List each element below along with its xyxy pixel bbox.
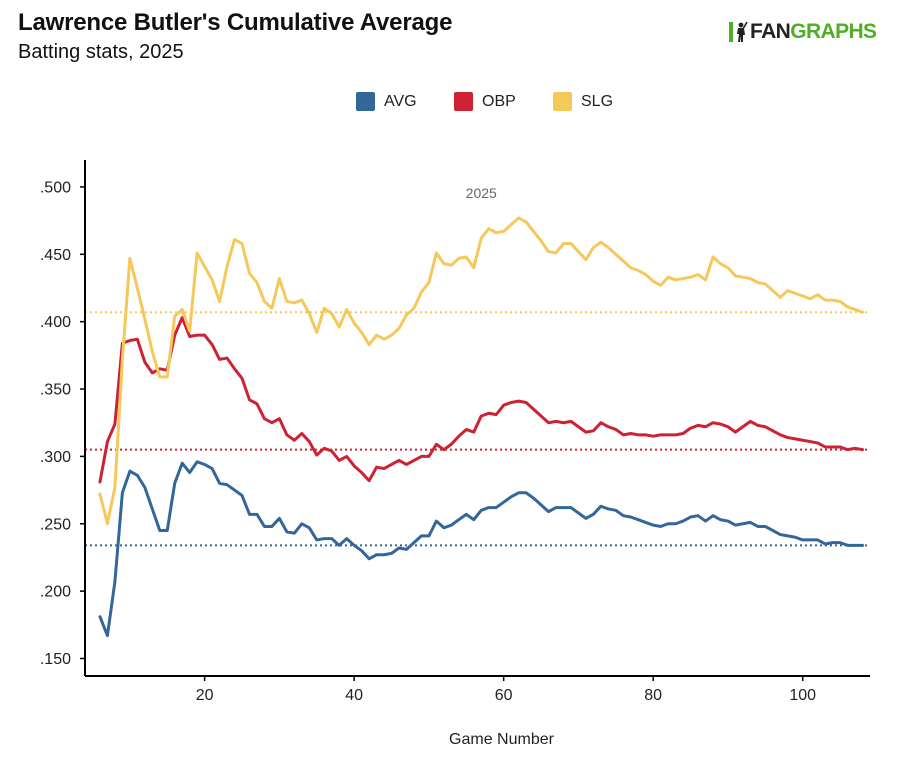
legend-item-obp[interactable]: OBP (454, 92, 516, 111)
y-tick-label: .150 (40, 651, 71, 668)
y-tick-label: .350 (40, 382, 71, 399)
logo-bar-icon (729, 22, 733, 42)
fangraphs-logo[interactable]: FAN GRAPHS (729, 19, 877, 45)
axes: .150 .200 .250 .300 .350 .400 .450 .500 20 40 60 80… (40, 160, 870, 704)
legend-swatch-slg (553, 92, 572, 111)
y-tick-label: .400 (40, 314, 71, 331)
logo-text-fan: FAN (750, 20, 791, 43)
y-tick-label: .200 (40, 584, 71, 601)
x-tick-label: 60 (495, 687, 513, 704)
series-line-slg[interactable] (98, 216, 865, 526)
x-tick-label: 40 (345, 687, 363, 704)
x-axis-title: Game Number (449, 731, 555, 748)
season-annotation: 2025 (466, 185, 497, 201)
y-tick-label: .250 (40, 516, 71, 533)
chart-legend: AVG OBP SLG (0, 92, 913, 114)
legend-swatch-obp (454, 92, 473, 111)
chart-title: Lawrence Butler's Cumulative Average (18, 9, 453, 36)
chart-subtitle: Batting stats, 2025 (18, 41, 184, 63)
logo-text-graphs: GRAPHS (790, 20, 877, 43)
series-line-obp[interactable] (98, 316, 865, 484)
x-tick-label: 100 (789, 687, 816, 704)
x-tick-label: 80 (644, 687, 662, 704)
legend-label-obp: OBP (482, 92, 516, 110)
season-average-lines (85, 311, 870, 547)
x-tick-label: 20 (196, 687, 214, 704)
legend-item-avg[interactable]: AVG (356, 92, 417, 111)
y-tick-label: .300 (40, 449, 71, 466)
legend-label-slg: SLG (581, 92, 614, 110)
legend-label-avg: AVG (384, 92, 417, 110)
series-lines (98, 216, 865, 638)
y-tick-label: .500 (40, 179, 71, 196)
batter-silhouette-icon (734, 21, 748, 43)
y-tick-label: .450 (40, 247, 71, 264)
series-line-avg[interactable] (98, 460, 865, 638)
legend-swatch-avg (356, 92, 375, 111)
legend-item-slg[interactable]: SLG (553, 92, 613, 111)
